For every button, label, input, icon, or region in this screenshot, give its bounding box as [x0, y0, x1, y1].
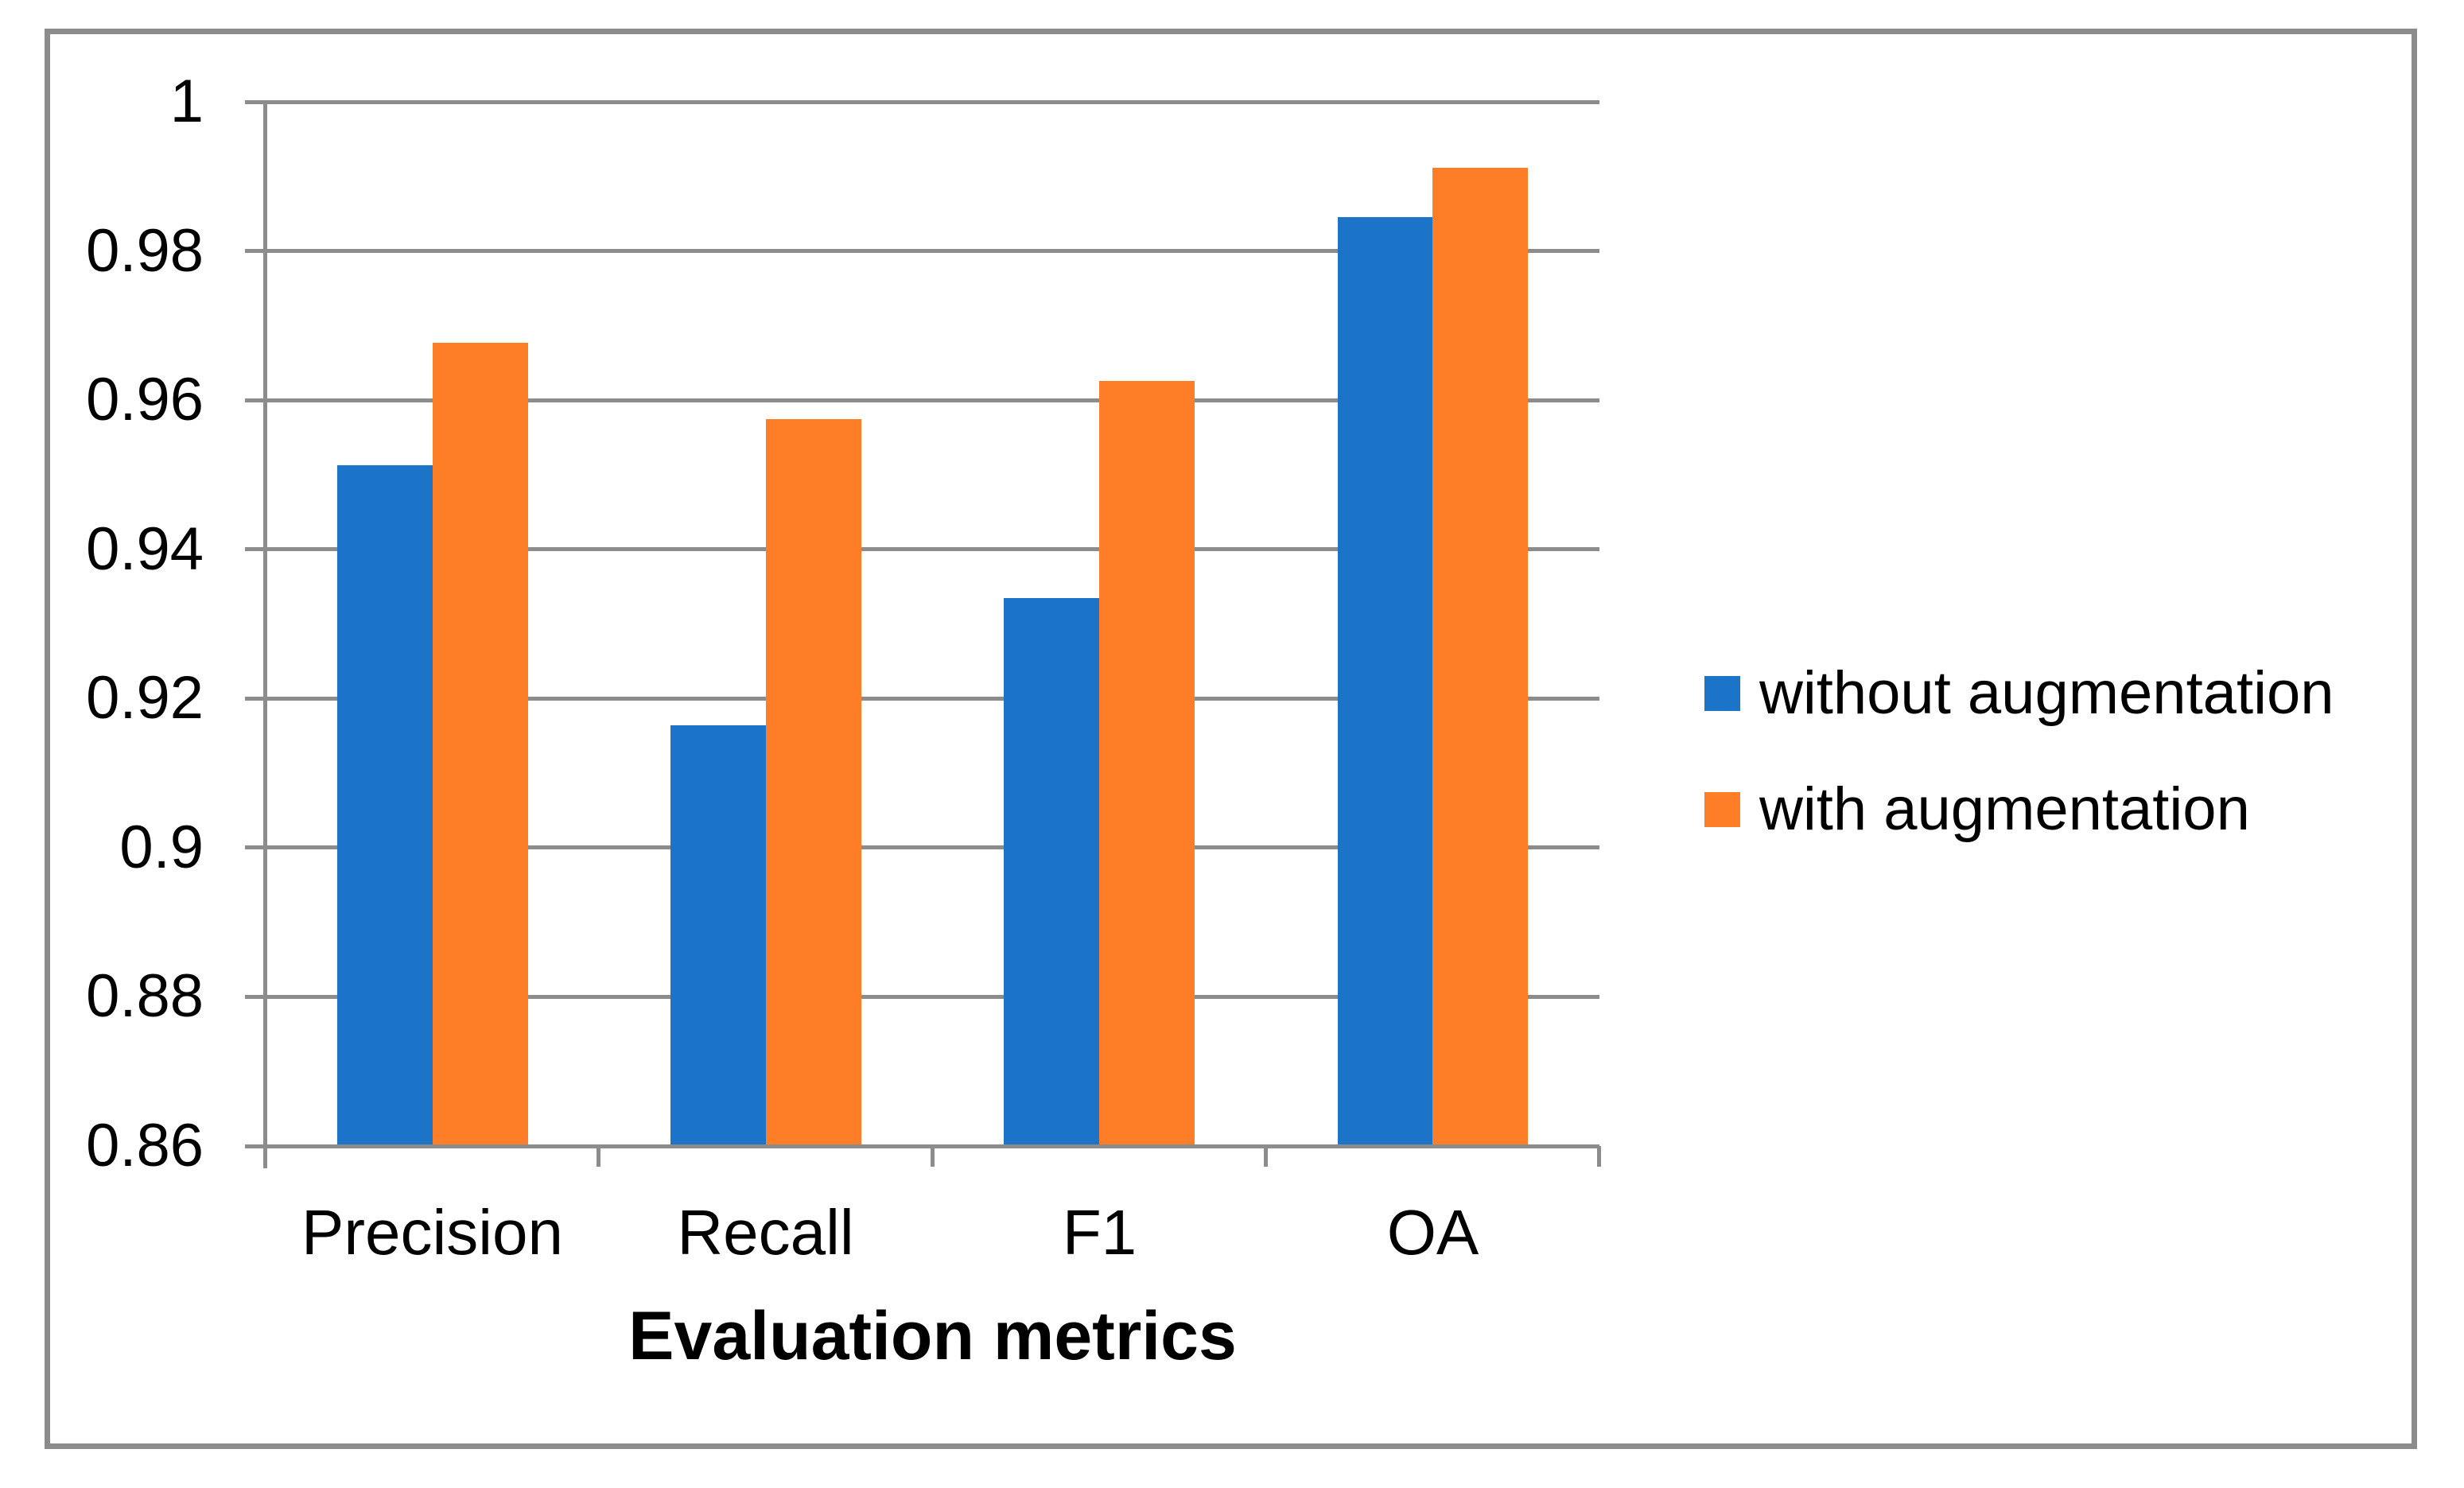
- legend-color-swatch: [1704, 792, 1740, 827]
- y-tick-label: 0.98: [86, 217, 204, 285]
- legend: without augmentation with augmentation: [1704, 659, 2334, 891]
- category-label: Recall: [677, 1197, 854, 1268]
- bar-without-augmentation-Recall: [670, 725, 766, 1146]
- gridline: [245, 398, 1599, 402]
- category-label: OA: [1386, 1197, 1479, 1268]
- bar-without-augmentation-OA: [1338, 217, 1433, 1146]
- legend-label: without augmentation: [1759, 659, 2334, 727]
- gridline: [245, 547, 1599, 551]
- y-tick-label: 0.9: [119, 814, 204, 881]
- y-axis-line: [263, 100, 267, 1168]
- bar-without-augmentation-F1: [1004, 598, 1099, 1146]
- x-axis-line: [245, 1144, 1599, 1148]
- gridline: [245, 995, 1599, 999]
- x-axis-tick: [597, 1146, 600, 1167]
- y-tick-label: 0.92: [86, 664, 204, 732]
- gridline: [245, 845, 1599, 849]
- x-axis-title: Evaluation metrics: [628, 1298, 1237, 1374]
- bar-with-augmentation-Recall: [766, 419, 861, 1146]
- bar-without-augmentation-Precision: [337, 465, 433, 1146]
- gridline: [245, 100, 1599, 104]
- gridline: [245, 697, 1599, 701]
- category-label: F1: [1062, 1197, 1137, 1268]
- y-tick-label: 0.86: [86, 1112, 204, 1179]
- legend-color-swatch: [1704, 676, 1740, 711]
- legend-item: with augmentation: [1704, 775, 2334, 845]
- y-tick-label: 1: [169, 68, 204, 135]
- y-tick-label: 0.94: [86, 515, 204, 583]
- x-axis-tick: [1597, 1146, 1601, 1167]
- gridline: [245, 249, 1599, 253]
- y-tick-label: 0.88: [86, 962, 204, 1030]
- category-label: Precision: [301, 1197, 564, 1268]
- y-tick-label: 0.96: [86, 366, 204, 433]
- bar-with-augmentation-OA: [1432, 168, 1528, 1146]
- x-axis-tick: [931, 1146, 935, 1167]
- bar-with-augmentation-F1: [1099, 381, 1195, 1146]
- legend-item: without augmentation: [1704, 659, 2334, 728]
- legend-label: with augmentation: [1759, 775, 2250, 843]
- bar-with-augmentation-Precision: [433, 343, 528, 1146]
- x-axis-tick: [1264, 1146, 1268, 1167]
